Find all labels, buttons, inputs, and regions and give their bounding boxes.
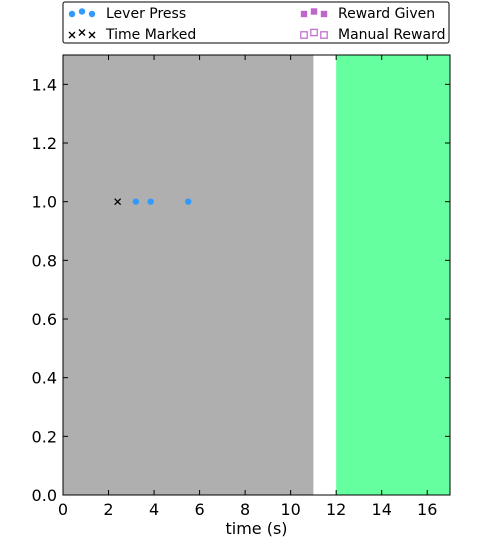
x-tick-label-6: 12 <box>326 500 346 519</box>
y-tick-label-3: 0.6 <box>32 310 57 329</box>
y-tick-label-5: 1.0 <box>32 193 57 212</box>
x-tick-label-4: 8 <box>240 500 250 519</box>
y-tick-label-2: 0.4 <box>32 369 57 388</box>
x-tick-label-3: 6 <box>194 500 204 519</box>
legend-label: Time Marked <box>105 27 196 43</box>
legend: Lever Press Time Marked Reward Given Manual… <box>63 2 449 43</box>
x-tick-label-1: 2 <box>103 500 113 519</box>
shaded-region-1 <box>336 55 450 495</box>
y-tick-label-0: 0.0 <box>32 486 57 505</box>
legend-marker <box>79 8 85 14</box>
shaded-regions <box>63 55 450 495</box>
x-axis-label: time (s) <box>225 519 287 538</box>
y-tick-label-1: 0.2 <box>32 427 57 446</box>
point-lever-press-1 <box>147 198 153 204</box>
x-tick-label-8: 16 <box>417 500 437 519</box>
legend-label: Lever Press <box>106 6 186 22</box>
legend-marker <box>321 11 327 17</box>
legend-marker <box>311 8 317 14</box>
x-tick-label-2: 4 <box>149 500 159 519</box>
shaded-region-0 <box>63 55 313 495</box>
point-lever-press-0 <box>133 198 139 204</box>
y-tick-label-4: 0.8 <box>32 251 57 270</box>
point-lever-press-2 <box>185 198 191 204</box>
legend-marker <box>301 11 307 17</box>
y-tick-label-7: 1.4 <box>32 75 57 94</box>
x-tick-label-7: 14 <box>372 500 392 519</box>
x-tick-label-0: 0 <box>58 500 68 519</box>
y-tick-label-6: 1.2 <box>32 134 57 153</box>
legend-marker <box>89 11 95 17</box>
legend-label: Manual Reward <box>338 27 445 43</box>
legend-marker <box>69 11 75 17</box>
x-tick-label-5: 10 <box>280 500 300 519</box>
legend-label: Reward Given <box>338 6 435 22</box>
